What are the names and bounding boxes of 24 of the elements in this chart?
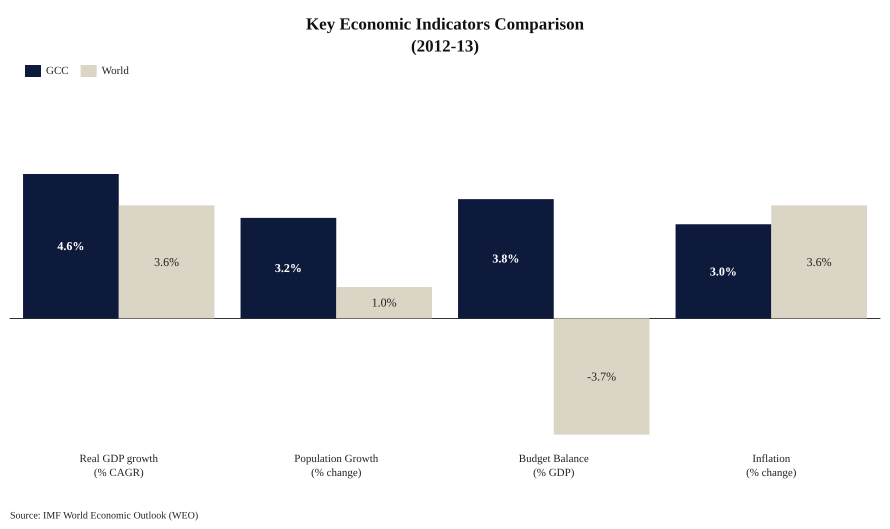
bar xyxy=(118,205,214,318)
data-label: 4.6% xyxy=(57,239,84,254)
legend-label: GCC xyxy=(46,65,69,77)
x-tick-label: Budget Balance (% GDP) xyxy=(518,453,589,479)
data-label: 3.2% xyxy=(274,261,302,276)
x-tick-label: Population Growth (% change) xyxy=(294,453,379,479)
chart-title: Key Economic Indicators Comparison (2012-13) xyxy=(306,14,585,56)
x-tick-label: Real GDP growth (% CAGR) xyxy=(80,453,158,479)
bar xyxy=(771,205,867,318)
bar xyxy=(554,318,650,435)
data-label: 1.0% xyxy=(372,296,397,310)
x-tick-label: Inflation (% change) xyxy=(746,453,797,479)
bar xyxy=(240,218,336,318)
legend-label: World xyxy=(102,65,130,77)
data-label: 3.6% xyxy=(154,254,180,269)
bar xyxy=(23,174,119,318)
data-label: 3.6% xyxy=(806,254,832,269)
data-label: -3.7% xyxy=(587,369,616,384)
bar xyxy=(336,287,432,318)
data-label: 3.0% xyxy=(710,264,737,278)
source-note: Source: IMF World Economic Outlook (WEO) xyxy=(10,510,198,522)
data-label: 3.8% xyxy=(492,252,520,266)
bar xyxy=(458,199,554,318)
bar xyxy=(676,224,772,318)
